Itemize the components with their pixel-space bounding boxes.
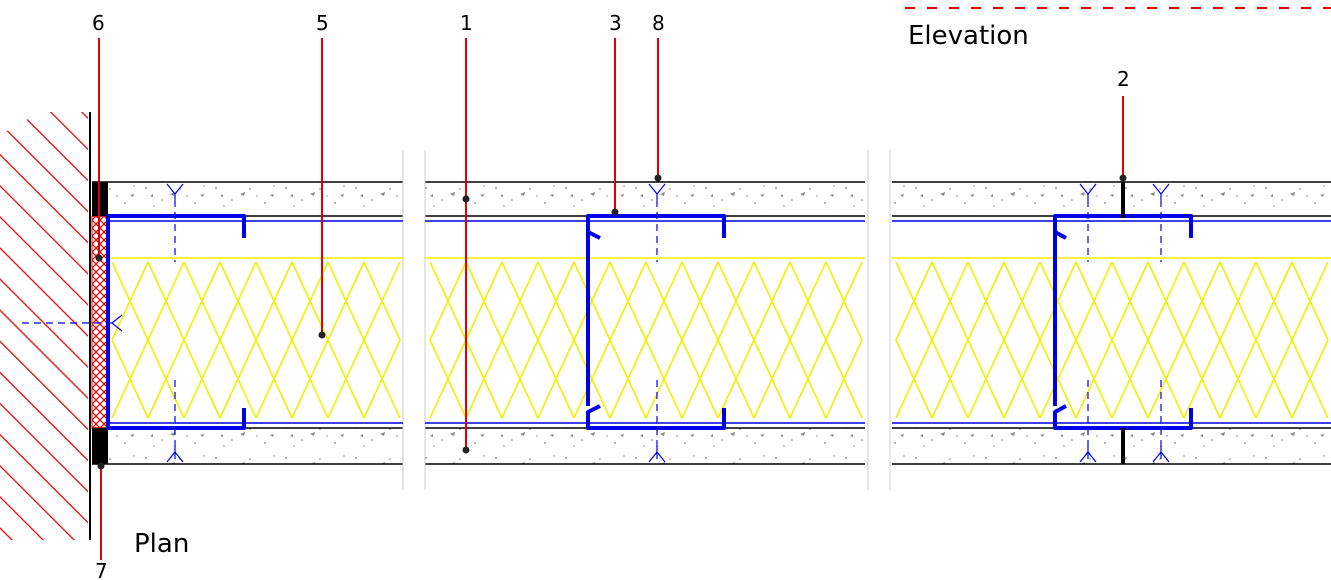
insulation (110, 257, 1331, 419)
edge-seal (91, 182, 109, 464)
plan-title: Plan (134, 529, 189, 559)
break-lines (402, 150, 891, 490)
callout-7: 7 (95, 559, 108, 580)
boards (92, 182, 1331, 464)
masonry-wall (0, 112, 91, 540)
callout-3: 3 (609, 11, 622, 35)
callout-2: 2 (1117, 67, 1130, 91)
membrane-lines (110, 220, 1331, 424)
board-outlines (92, 181, 1331, 465)
callout-5: 5 (316, 11, 329, 35)
steel-studs (106, 214, 1193, 430)
callout-8: 8 (652, 11, 665, 35)
leader-lines (98, 38, 1124, 560)
leader-dots (95, 174, 1127, 470)
elevation-title: Elevation (908, 21, 1029, 51)
callout-1: 1 (460, 11, 473, 35)
callout-6: 6 (92, 11, 105, 35)
screw-axes (22, 183, 1170, 463)
